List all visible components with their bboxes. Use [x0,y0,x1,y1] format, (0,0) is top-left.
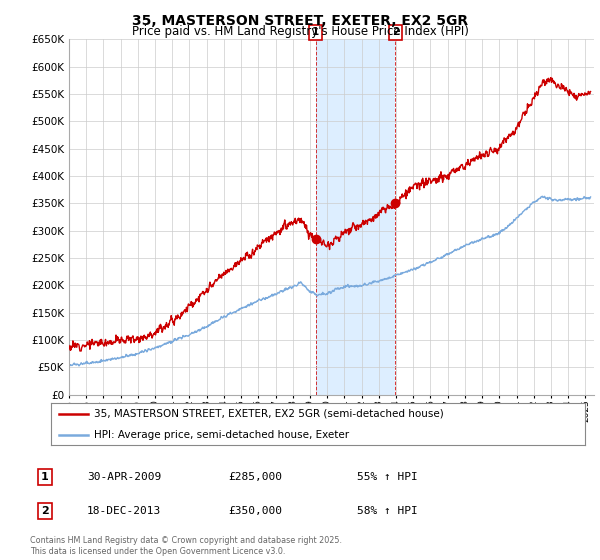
Text: 30-APR-2009: 30-APR-2009 [87,472,161,482]
Text: Price paid vs. HM Land Registry's House Price Index (HPI): Price paid vs. HM Land Registry's House … [131,25,469,38]
Text: 1: 1 [312,27,319,38]
Bar [316,39,395,395]
Text: 58% ↑ HPI: 58% ↑ HPI [357,506,418,516]
Text: 18-DEC-2013: 18-DEC-2013 [87,506,161,516]
Text: 55% ↑ HPI: 55% ↑ HPI [357,472,418,482]
Text: 35, MASTERSON STREET, EXETER, EX2 5GR: 35, MASTERSON STREET, EXETER, EX2 5GR [132,14,468,28]
Text: HPI: Average price, semi-detached house, Exeter: HPI: Average price, semi-detached house,… [94,430,349,440]
Text: 1: 1 [41,472,49,482]
Text: Contains HM Land Registry data © Crown copyright and database right 2025.
This d: Contains HM Land Registry data © Crown c… [30,536,342,556]
Text: £285,000: £285,000 [228,472,282,482]
Text: 35, MASTERSON STREET, EXETER, EX2 5GR (semi-detached house): 35, MASTERSON STREET, EXETER, EX2 5GR (s… [94,409,443,419]
Text: £350,000: £350,000 [228,506,282,516]
Text: 2: 2 [41,506,49,516]
Text: 2: 2 [392,27,399,38]
